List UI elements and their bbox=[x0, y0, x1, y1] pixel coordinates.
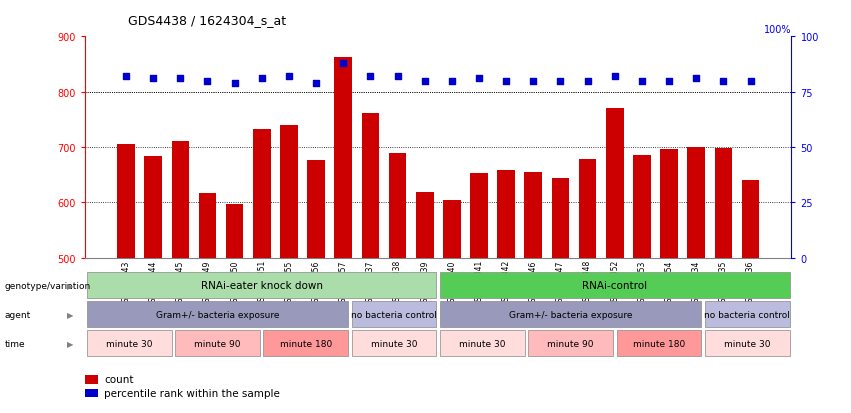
Bar bbox=[280, 126, 298, 258]
Bar bbox=[524, 173, 542, 258]
Text: minute 180: minute 180 bbox=[280, 339, 332, 348]
Point bbox=[635, 78, 648, 85]
Bar bbox=[688, 148, 705, 258]
Bar bbox=[715, 149, 732, 258]
Bar bbox=[351, 330, 437, 356]
Text: minute 180: minute 180 bbox=[633, 339, 685, 348]
Bar bbox=[633, 155, 651, 258]
Point bbox=[608, 74, 621, 80]
Point bbox=[309, 80, 323, 87]
Point bbox=[472, 76, 486, 83]
Point bbox=[174, 76, 187, 83]
Point bbox=[201, 78, 214, 85]
Bar bbox=[85, 389, 98, 397]
Bar bbox=[528, 330, 613, 356]
Bar bbox=[440, 301, 701, 327]
Bar bbox=[705, 330, 790, 356]
Text: RNAi-control: RNAi-control bbox=[582, 280, 648, 290]
Bar bbox=[307, 160, 325, 258]
Text: RNAi-eater knock down: RNAi-eater knock down bbox=[201, 280, 323, 290]
Bar bbox=[416, 193, 433, 258]
Bar bbox=[742, 180, 759, 258]
Text: minute 90: minute 90 bbox=[547, 339, 594, 348]
Bar bbox=[551, 178, 569, 258]
Bar bbox=[443, 201, 460, 258]
Bar bbox=[145, 157, 162, 258]
Text: genotype/variation: genotype/variation bbox=[4, 281, 90, 290]
Text: agent: agent bbox=[4, 310, 31, 319]
Point bbox=[500, 78, 513, 85]
Point bbox=[717, 78, 730, 85]
Text: count: count bbox=[104, 374, 134, 384]
Bar bbox=[172, 142, 189, 258]
Text: ▶: ▶ bbox=[66, 339, 73, 348]
Text: Gram+/- bacteria exposure: Gram+/- bacteria exposure bbox=[156, 310, 279, 319]
Point bbox=[744, 78, 757, 85]
Text: no bacteria control: no bacteria control bbox=[705, 310, 791, 319]
Bar bbox=[87, 330, 172, 356]
Bar bbox=[470, 173, 488, 258]
Bar bbox=[117, 144, 134, 258]
Bar bbox=[440, 330, 525, 356]
Bar bbox=[497, 170, 515, 258]
Bar bbox=[660, 150, 678, 258]
Bar bbox=[226, 204, 243, 258]
Bar bbox=[606, 109, 624, 258]
Point bbox=[554, 78, 568, 85]
Text: ▶: ▶ bbox=[66, 310, 73, 319]
Bar bbox=[440, 273, 790, 298]
Text: Gram+/- bacteria exposure: Gram+/- bacteria exposure bbox=[509, 310, 632, 319]
Bar bbox=[253, 130, 271, 258]
Bar bbox=[705, 301, 790, 327]
Text: GDS4438 / 1624304_s_at: GDS4438 / 1624304_s_at bbox=[128, 14, 286, 27]
Bar bbox=[87, 301, 348, 327]
Bar bbox=[351, 301, 437, 327]
Point bbox=[418, 78, 431, 85]
Text: time: time bbox=[4, 339, 25, 348]
Text: minute 30: minute 30 bbox=[460, 339, 505, 348]
Point bbox=[228, 80, 242, 87]
Bar bbox=[85, 375, 98, 384]
Bar bbox=[334, 58, 352, 258]
Point bbox=[689, 76, 703, 83]
Point bbox=[363, 74, 377, 80]
Text: minute 30: minute 30 bbox=[106, 339, 152, 348]
Point bbox=[391, 74, 404, 80]
Text: ▶: ▶ bbox=[66, 281, 73, 290]
Point bbox=[662, 78, 676, 85]
Point bbox=[445, 78, 459, 85]
Point bbox=[146, 76, 160, 83]
Text: minute 90: minute 90 bbox=[194, 339, 241, 348]
Point bbox=[580, 78, 594, 85]
Text: percentile rank within the sample: percentile rank within the sample bbox=[104, 388, 280, 398]
Text: minute 30: minute 30 bbox=[371, 339, 417, 348]
Bar bbox=[264, 330, 348, 356]
Point bbox=[119, 74, 133, 80]
Text: no bacteria control: no bacteria control bbox=[351, 310, 437, 319]
Bar bbox=[389, 154, 407, 258]
Point bbox=[527, 78, 540, 85]
Bar bbox=[198, 194, 216, 258]
Text: 100%: 100% bbox=[764, 25, 791, 35]
Bar bbox=[579, 159, 597, 258]
Bar bbox=[617, 330, 701, 356]
Text: minute 30: minute 30 bbox=[724, 339, 770, 348]
Point bbox=[336, 60, 350, 67]
Point bbox=[255, 76, 269, 83]
Bar bbox=[87, 273, 437, 298]
Point bbox=[283, 74, 296, 80]
Bar bbox=[362, 114, 380, 258]
Bar bbox=[175, 330, 260, 356]
